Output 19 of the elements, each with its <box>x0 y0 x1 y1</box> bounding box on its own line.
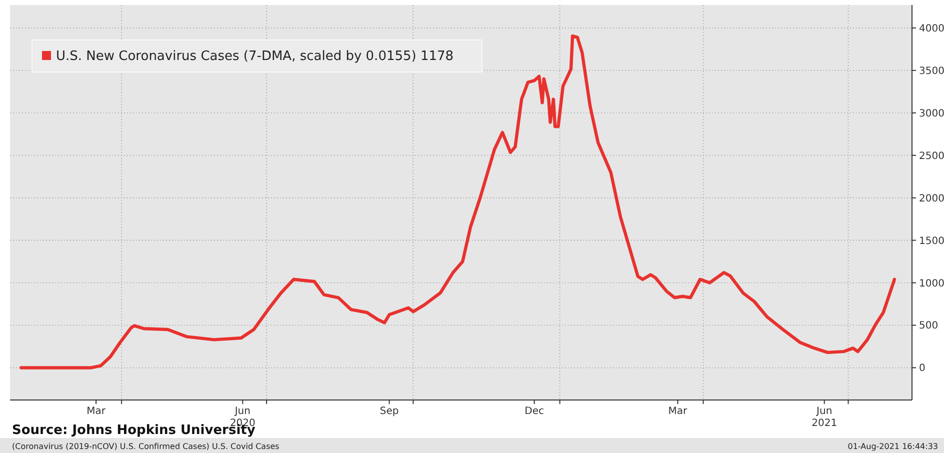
y-tick-label: 3500 <box>919 66 944 77</box>
x-tick-label: Jun 2021 <box>812 406 838 429</box>
legend-label: U.S. New Coronavirus Cases (7-DMA, scaled by 0.0155) 1178 <box>56 49 454 64</box>
y-tick-label: 500 <box>919 320 938 332</box>
y-tick-label: 4000 <box>919 23 944 34</box>
x-tick-label: Mar <box>86 406 106 417</box>
y-tick-label: 2000 <box>919 193 944 204</box>
y-tick-label: 0 <box>919 363 926 374</box>
x-tick-label: Sep <box>380 406 399 417</box>
x-tick-label: Dec <box>524 406 544 417</box>
text: 01-Aug-2021 16:44:33 <box>848 442 938 451</box>
y-tick-label: 2500 <box>919 150 944 162</box>
x-tick-label: Mar <box>668 406 688 417</box>
line-series <box>20 34 896 370</box>
source-note: Source: Johns Hopkins University <box>12 423 256 438</box>
y-tick-label: 1500 <box>919 236 944 247</box>
y-tick-label: 3000 <box>919 108 944 120</box>
text: (Coronavirus (2019-nCOV) U.S. Confirmed Cases) U.S. Covid Cases <box>12 442 280 451</box>
y-tick-label: 1000 <box>919 278 944 290</box>
